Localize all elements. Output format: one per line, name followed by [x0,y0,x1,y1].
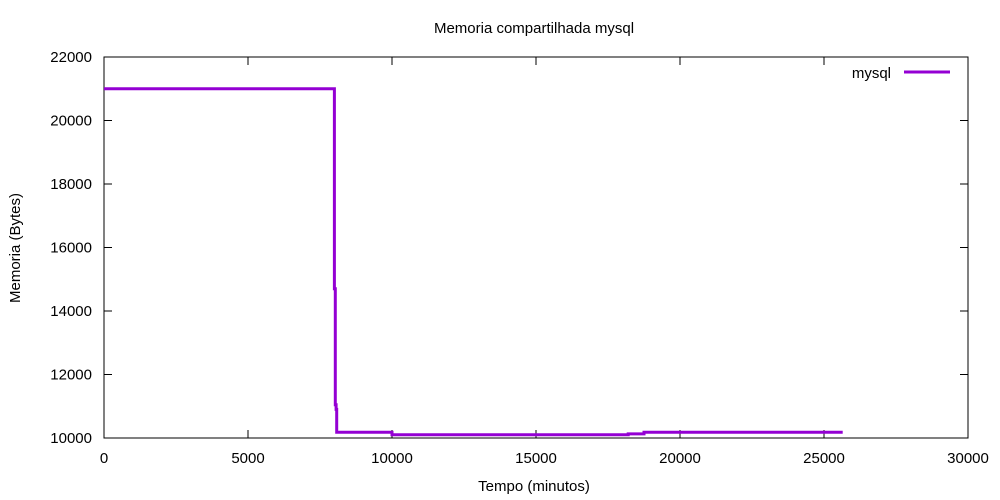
y-tick-label: 20000 [50,113,92,130]
y-tick-label: 12000 [50,367,92,384]
plot-border [103,56,969,439]
legend: mysql [852,65,950,82]
x-tick-label: 30000 [947,450,989,467]
y-tick-label: 22000 [50,49,92,66]
legend-label-mysql: mysql [852,65,891,82]
y-tick-label: 18000 [50,176,92,193]
y-tick-label: 14000 [50,303,92,320]
chart-title: Memoria compartilhada mysql [434,20,634,37]
x-tick-label: 5000 [231,450,264,467]
y-axis-label: Memoria (Bytes) [7,193,24,303]
series-line-mysql [104,87,843,437]
x-tick-label: 10000 [371,450,413,467]
x-axis-label: Tempo (minutos) [478,478,590,495]
x-axis: 0 5000 10000 15000 20000 25000 30000 [100,57,989,467]
x-tick-label: 15000 [515,450,557,467]
y-tick-label: 16000 [50,240,92,257]
x-tick-label: 20000 [659,450,701,467]
x-tick-label: 25000 [803,450,845,467]
series-layer [104,87,843,437]
y-axis: 10000 12000 14000 16000 18000 20000 22000 [50,49,968,447]
y-tick-label: 10000 [50,430,92,447]
x-tick-label: 0 [100,450,108,467]
